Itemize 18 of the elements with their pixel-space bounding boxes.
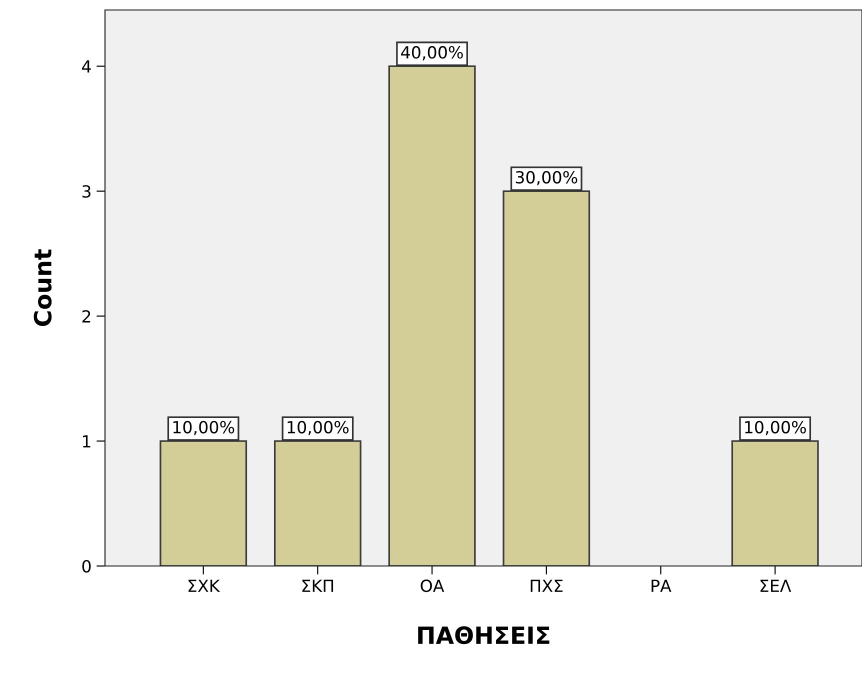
annotation: 30,00%	[516, 170, 578, 186]
x-tick-label: ΣΕΛ	[760, 580, 792, 592]
y-tick-label: 4	[82, 60, 91, 73]
y-tick-label: 2	[82, 310, 90, 322]
x-axis-title: ΠΑΘΗΣΕΙΣ	[418, 626, 550, 644]
y-tick-label: 1	[83, 435, 90, 448]
x-tick-label: ΣΚΠ	[302, 580, 334, 592]
x-tick-label: ΣΧΚ	[188, 580, 220, 592]
x-tick-label: ΡΑ	[652, 580, 672, 592]
y-axis-title: Count	[34, 249, 52, 326]
y-tick-label: 3	[82, 185, 90, 198]
x-tick-label: ΠΧΣ	[530, 580, 563, 592]
x-tick-label: ΟΑ	[420, 579, 444, 592]
y-tick-label: 0	[82, 560, 91, 573]
annotation: 40,00%	[401, 46, 463, 60]
annotation: 10,00%	[745, 420, 806, 436]
annotation: 10,00%	[288, 420, 349, 436]
annotation: 10,00%	[173, 420, 234, 436]
